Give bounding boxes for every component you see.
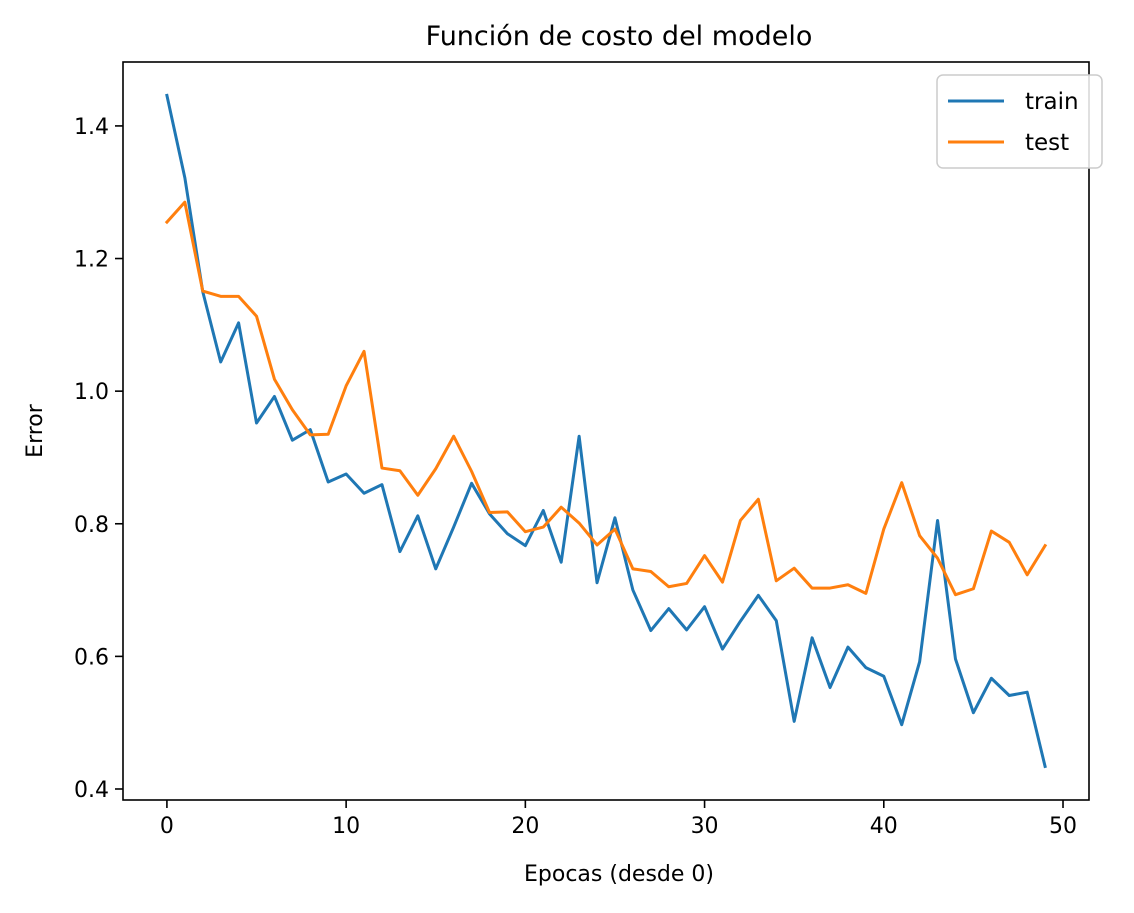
y-tick-label: 1.4 — [74, 115, 109, 140]
y-axis-label: Error — [23, 403, 48, 458]
chart-title: Función de costo del modelo — [426, 21, 813, 52]
y-tick-label: 1.2 — [74, 248, 109, 273]
x-tick-label: 10 — [332, 814, 360, 839]
x-axis-label: Epocas (desde 0) — [524, 862, 714, 887]
x-tick-label: 30 — [691, 814, 719, 839]
y-tick-label: 0.6 — [74, 645, 109, 670]
x-tick-label: 40 — [870, 814, 898, 839]
y-tick-label: 0.8 — [74, 513, 109, 538]
y-tick-label: 0.4 — [74, 778, 109, 803]
y-tick-label: 1.0 — [74, 380, 109, 405]
legend: train test — [937, 75, 1102, 168]
x-tick-label: 50 — [1049, 814, 1077, 839]
legend-label-train: train — [1025, 89, 1079, 115]
x-tick-label: 0 — [160, 814, 174, 839]
x-tick-label: 20 — [511, 814, 539, 839]
legend-label-test: test — [1025, 130, 1069, 156]
